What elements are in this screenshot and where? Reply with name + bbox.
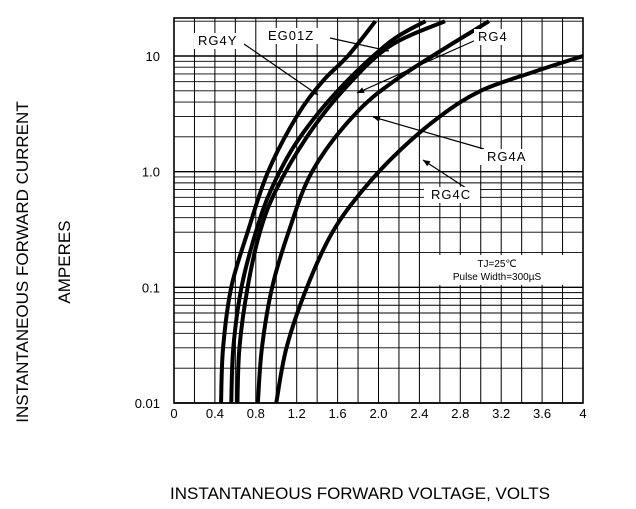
leader-line xyxy=(372,116,485,150)
series-label-bg xyxy=(194,33,244,49)
x-axis-title: INSTANTANEOUS FORWARD VOLTAGE, VOLTS xyxy=(170,484,550,503)
series-label-bg xyxy=(474,29,520,45)
y-axis-title-line1: INSTANTANEOUS FORWARD CURRENT xyxy=(13,101,32,422)
x-tick-label: 2.8 xyxy=(451,406,469,421)
series-label-eg01z: EG01Z xyxy=(268,28,314,43)
x-tick-label: 1.6 xyxy=(329,406,347,421)
x-tick-label: 4 xyxy=(579,406,586,421)
y-tick-label: 0.01 xyxy=(135,396,160,411)
leader-arrowhead xyxy=(423,160,431,167)
series-line-rg4y xyxy=(219,19,377,403)
annotation-tj: TJ=25℃ xyxy=(477,259,516,270)
series-lines xyxy=(219,19,583,403)
series-label-bg xyxy=(480,149,538,165)
annotation-box-bg xyxy=(422,255,574,285)
series-label-bg xyxy=(424,187,480,203)
x-tick-label: 0.4 xyxy=(206,406,224,421)
series-label-bg xyxy=(264,28,328,44)
series-line-rg4c xyxy=(274,54,583,403)
series-label-rg4y: RG4Y xyxy=(198,33,237,48)
series-label-rg4a: RG4A xyxy=(487,149,526,164)
x-tick-label: 3.2 xyxy=(492,406,510,421)
x-tick-labels: 0 0.4 0.8 1.2 1.6 2.0 2.4 2.8 3.2 3.6 4 xyxy=(170,406,586,421)
x-tick-label: 1.2 xyxy=(288,406,306,421)
series-line-rg4a xyxy=(255,19,490,403)
x-tick-label: 3.6 xyxy=(533,406,551,421)
leader-arrowhead xyxy=(357,87,365,93)
leader-line xyxy=(329,37,390,52)
leader-line xyxy=(243,43,319,96)
y-tick-labels: 0.01 0.1 1.0 10 xyxy=(135,49,160,411)
series-line-rg4 xyxy=(235,19,446,403)
series-line-eg01z xyxy=(229,19,427,403)
leader-arrowhead xyxy=(373,116,381,122)
x-tick-label: 2.0 xyxy=(369,406,387,421)
leader-line xyxy=(356,39,477,94)
legend-box: TJ=25℃ Pulse Width=300µS xyxy=(422,255,574,285)
x-tick-label: 2.4 xyxy=(410,406,428,421)
leader-line xyxy=(422,159,467,189)
plot-frame xyxy=(173,17,584,404)
y-axis-title-line2: AMPERES xyxy=(55,220,74,303)
y-tick-label: 10 xyxy=(146,49,160,64)
y-tick-label: 0.1 xyxy=(142,280,160,295)
series-labels: RG4Y EG01Z RG4 RG4A RG4C xyxy=(194,28,538,203)
y-tick-label: 1.0 xyxy=(142,165,160,180)
x-tick-label: 0.8 xyxy=(247,406,265,421)
annotation-pulse: Pulse Width=300µS xyxy=(453,272,542,283)
grid xyxy=(173,18,584,404)
leader-arrowhead xyxy=(310,88,318,95)
series-label-rg4: RG4 xyxy=(478,29,508,44)
plot-border xyxy=(173,17,584,404)
series-label-rg4c: RG4C xyxy=(431,187,471,202)
x-tick-label: 0 xyxy=(170,406,177,421)
leader-arrowhead xyxy=(381,46,389,53)
